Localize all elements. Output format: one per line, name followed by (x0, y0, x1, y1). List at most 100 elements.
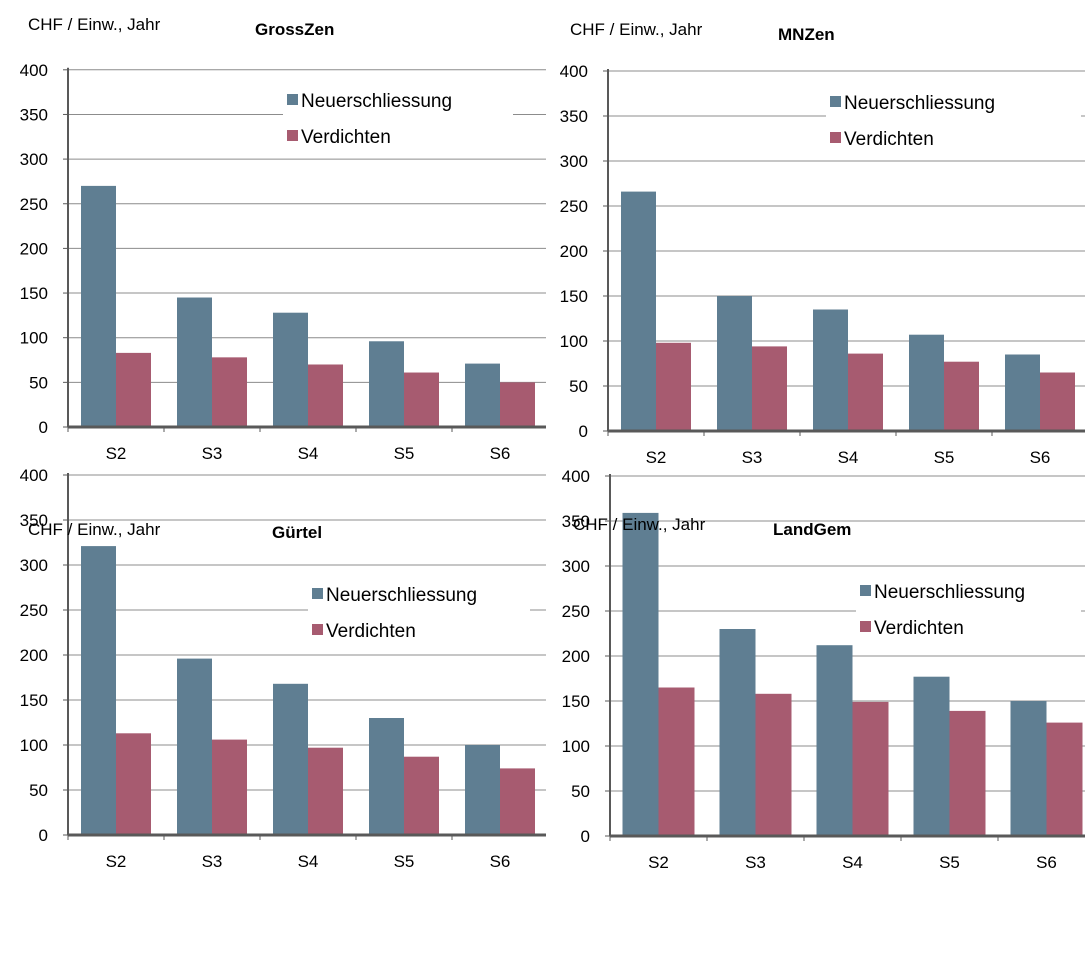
y-tick-label: 200 (560, 242, 588, 261)
bar-neuerschliessung-s6 (465, 363, 500, 427)
y-axis-label: CHF / Einw., Jahr (28, 520, 161, 539)
bar-neuerschliessung-s3 (177, 297, 212, 427)
y-axis: 0 50 100 150 200 250 300 350 400 (560, 62, 608, 441)
x-axis: S2 S3 S4 S5 S6 (67, 835, 510, 871)
chart-title: LandGem (773, 520, 851, 539)
legend-swatch (312, 588, 323, 599)
y-tick-label: 0 (581, 827, 590, 846)
y-tick-label: 100 (562, 737, 590, 756)
bar-neuerschliessung-s3 (717, 296, 752, 431)
chart-panel-g-rtel: 0 50 100 150 200 250 300 350 400 S2 S3 S4 S5 S6 CHF / … (20, 466, 546, 871)
y-tick-label: 200 (20, 239, 48, 258)
y-tick-label: 250 (20, 195, 48, 214)
y-tick-label: 250 (560, 197, 588, 216)
x-tick-label: S2 (646, 448, 667, 467)
bar-neuerschliessung-s2 (622, 512, 659, 836)
y-tick-label: 150 (560, 287, 588, 306)
legend-label: Verdichten (326, 621, 416, 642)
bar-neuerschliessung-s4 (273, 683, 308, 835)
x-tick-label: S5 (934, 448, 955, 467)
bar-verdichten-s6 (1046, 722, 1083, 836)
legend: Neuerschliessung Verdichten (826, 80, 1081, 154)
x-axis: S2 S3 S4 S5 S6 (607, 431, 1050, 467)
y-tick-label: 350 (20, 105, 48, 124)
y-tick-label: 300 (20, 556, 48, 575)
y-tick-label: 400 (562, 467, 590, 486)
y-axis: 0 50 100 150 200 250 300 350 400 (562, 467, 610, 846)
x-tick-label: S3 (742, 448, 763, 467)
bar-neuerschliessung-s6 (1005, 354, 1040, 431)
y-tick-label: 100 (560, 332, 588, 351)
legend-swatch (830, 96, 841, 107)
gridlines (68, 69, 546, 383)
bars (81, 546, 535, 835)
legend-label: Verdichten (874, 618, 964, 639)
legend-swatch (287, 130, 298, 141)
y-tick-label: 350 (560, 107, 588, 126)
x-tick-label: S3 (202, 444, 223, 463)
x-tick-label: S6 (490, 444, 511, 463)
legend-swatch (860, 621, 871, 632)
bar-verdichten-s2 (116, 733, 151, 835)
y-tick-label: 0 (39, 418, 48, 437)
legend-label: Neuerschliessung (844, 93, 995, 114)
legend-background (826, 80, 1081, 154)
bar-verdichten-s3 (755, 693, 792, 836)
legend-label: Neuerschliessung (301, 91, 452, 112)
bar-verdichten-s2 (656, 342, 691, 431)
bar-verdichten-s2 (658, 687, 695, 836)
y-tick-label: 50 (571, 782, 590, 801)
chart-title: MNZen (778, 25, 835, 44)
y-axis: 0 50 100 150 200 250 300 350 400 (20, 466, 68, 845)
x-axis: S2 S3 S4 S5 S6 (67, 427, 511, 463)
x-tick-label: S2 (648, 853, 669, 872)
y-tick-label: 350 (562, 512, 590, 531)
legend-background (283, 78, 513, 152)
x-axis: S2 S3 S4 S5 S6 (609, 836, 1057, 872)
x-tick-label: S4 (298, 444, 319, 463)
bar-neuerschliessung-s5 (369, 718, 404, 835)
y-axis-label: CHF / Einw., Jahr (28, 15, 161, 34)
y-tick-label: 200 (20, 646, 48, 665)
bars (81, 185, 535, 427)
bar-neuerschliessung-s5 (369, 341, 404, 427)
x-tick-label: S2 (106, 444, 127, 463)
legend-label: Neuerschliessung (326, 585, 477, 606)
x-tick-label: S3 (745, 853, 766, 872)
bar-verdichten-s3 (212, 357, 247, 427)
legend-swatch (830, 132, 841, 143)
bar-neuerschliessung-s4 (816, 645, 853, 836)
legend-label: Verdichten (301, 127, 391, 148)
bar-neuerschliessung-s3 (719, 629, 756, 836)
y-tick-label: 300 (20, 150, 48, 169)
legend: Neuerschliessung Verdichten (308, 572, 530, 642)
chart-panel-landgem: 0 50 100 150 200 250 300 350 400 S2 S3 S4 S5 S6 CHF / … (562, 467, 1085, 872)
x-tick-label: S5 (394, 444, 415, 463)
x-tick-label: S5 (394, 852, 415, 871)
y-tick-label: 100 (20, 329, 48, 348)
legend: Neuerschliessung Verdichten (283, 78, 513, 152)
y-axis-label: CHF / Einw., Jahr (573, 515, 706, 534)
y-tick-label: 0 (39, 826, 48, 845)
bar-verdichten-s4 (852, 701, 889, 836)
legend-swatch (312, 624, 323, 635)
y-axis: 0 50 100 150 200 250 300 350 400 (20, 61, 68, 437)
chart-panel-mnzen: 0 50 100 150 200 250 300 350 400 S2 S3 S4 S5 S6 CHF / … (560, 20, 1085, 467)
bars (622, 512, 1083, 836)
bar-neuerschliessung-s4 (273, 312, 308, 427)
y-tick-label: 150 (562, 692, 590, 711)
x-tick-label: S5 (939, 853, 960, 872)
y-tick-label: 300 (562, 557, 590, 576)
bar-neuerschliessung-s5 (913, 676, 950, 836)
legend-swatch (287, 94, 298, 105)
chart-panel-grosszen: 0 50 100 150 200 250 300 350 400 S2 S3 S4 S5 S6 CHF / … (20, 15, 546, 463)
bar-verdichten-s3 (212, 739, 247, 835)
bar-neuerschliessung-s6 (465, 745, 500, 835)
y-tick-label: 300 (560, 152, 588, 171)
y-axis-label: CHF / Einw., Jahr (570, 20, 703, 39)
y-tick-label: 150 (20, 691, 48, 710)
y-tick-label: 400 (20, 466, 48, 485)
bars (621, 191, 1075, 431)
bar-verdichten-s4 (308, 747, 343, 835)
